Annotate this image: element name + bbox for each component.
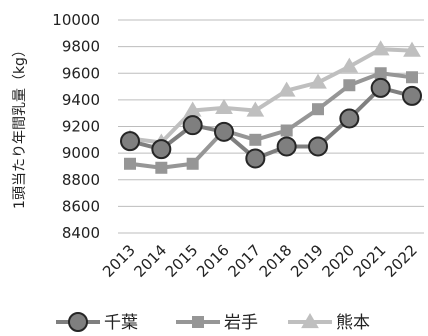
x-tick-label: 2019 [287, 241, 327, 281]
data-point-熊本 [403, 41, 421, 57]
legend-item-熊本: 熊本 [288, 313, 370, 333]
x-tick-label: 2021 [350, 241, 390, 281]
y-tick-label: 9800 [62, 38, 100, 56]
y-tick-label: 8600 [62, 197, 100, 215]
legend: 千葉 岩手 熊本 [56, 312, 370, 333]
series-line-千葉 [129, 85, 413, 161]
y-tick-label: 8400 [62, 224, 100, 242]
x-tick-label: 2022 [381, 241, 421, 281]
data-point-熊本 [340, 57, 359, 73]
data-point-千葉 [120, 131, 140, 152]
x-tick-label: 2014 [130, 241, 170, 281]
data-point-岩手 [124, 157, 136, 170]
data-point-千葉 [151, 139, 172, 160]
data-point-岩手 [155, 161, 168, 174]
legend-item-岩手: 岩手 [176, 313, 258, 333]
legend-label: 岩手 [224, 313, 258, 333]
data-point-熊本 [277, 81, 296, 97]
data-point-熊本 [246, 101, 265, 117]
data-point-熊本 [301, 313, 319, 329]
x-tick-label: 2020 [318, 241, 358, 281]
series-千葉 [120, 77, 422, 169]
data-point-岩手 [312, 103, 324, 116]
legend-label: 千葉 [104, 313, 138, 333]
data-point-千葉 [245, 148, 266, 169]
data-point-千葉 [182, 115, 203, 136]
x-tick-label: 2013 [99, 241, 139, 281]
y-tick-label: 9400 [62, 91, 100, 109]
series-line-岩手 [129, 71, 413, 170]
data-point-千葉 [370, 77, 391, 98]
data-point-岩手 [249, 133, 262, 146]
x-tick-label: 2015 [162, 241, 202, 281]
data-point-千葉 [276, 136, 297, 157]
series-岩手 [124, 67, 418, 174]
y-axis-label: 1頭当たり年間乳量（kg） [12, 43, 28, 209]
y-tick-labels: 8400 8600 8800 9000 9200 9400 9600 9800 10000 [52, 11, 100, 242]
legend-item-千葉: 千葉 [56, 312, 138, 333]
data-point-岩手 [406, 71, 418, 84]
series-lines [120, 40, 422, 174]
data-point-岩手 [192, 316, 204, 328]
data-point-千葉 [402, 85, 422, 106]
y-tick-label: 9200 [62, 118, 100, 136]
y-tick-label: 9600 [62, 64, 100, 82]
data-point-熊本 [371, 40, 390, 56]
data-point-岩手 [343, 79, 356, 92]
x-tick-label: 2017 [224, 241, 264, 281]
data-point-熊本 [215, 98, 233, 114]
data-point-千葉 [68, 312, 88, 332]
series-line-熊本 [129, 47, 413, 145]
legend-label: 熊本 [336, 313, 370, 333]
data-point-千葉 [339, 108, 360, 129]
data-point-千葉 [308, 136, 328, 157]
x-tick-label: 2018 [256, 241, 296, 281]
data-point-熊本 [309, 73, 327, 89]
y-tick-label: 8800 [62, 171, 100, 189]
y-tick-label: 9000 [62, 144, 100, 162]
data-point-岩手 [374, 67, 387, 80]
data-point-岩手 [186, 157, 199, 170]
x-tick-label: 2016 [193, 241, 233, 281]
data-point-千葉 [214, 121, 234, 142]
y-tick-label: 10000 [52, 11, 100, 29]
data-point-岩手 [280, 124, 293, 137]
